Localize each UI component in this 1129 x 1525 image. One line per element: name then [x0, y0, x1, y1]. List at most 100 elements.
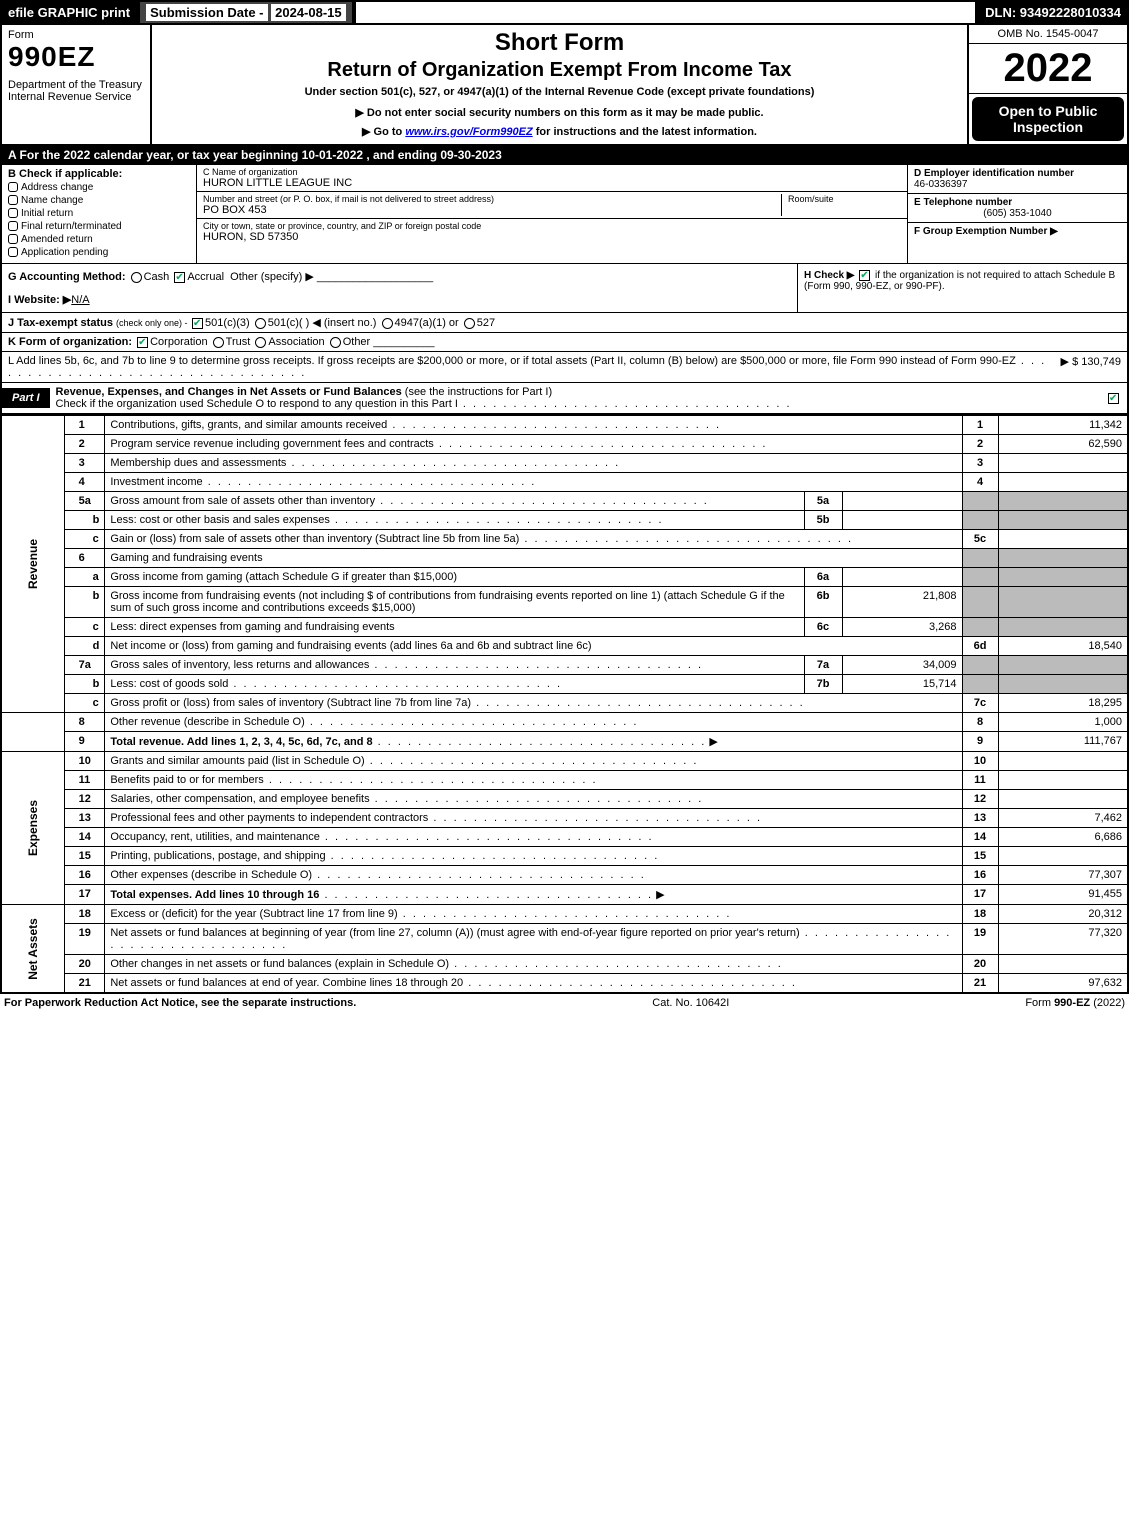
- chk-initial-return[interactable]: Initial return: [8, 208, 190, 219]
- g-label: G Accounting Method:: [8, 271, 126, 283]
- org-city-row: City or town, state or province, country…: [197, 219, 907, 245]
- goto-note: ▶ Go to www.irs.gov/Form990EZ for instru…: [160, 125, 959, 138]
- line21-amt: 97,632: [998, 974, 1128, 994]
- phone-label: E Telephone number: [914, 197, 1121, 208]
- l-amount: ▶ $ 130,749: [1053, 355, 1121, 379]
- part1-checkbox[interactable]: [1100, 389, 1127, 407]
- k-corp-check[interactable]: [137, 337, 148, 348]
- goto-post: for instructions and the latest informat…: [533, 126, 757, 138]
- i-label: I Website: ▶: [8, 294, 71, 306]
- chk-address-change[interactable]: Address change: [8, 182, 190, 193]
- footer: For Paperwork Reduction Act Notice, see …: [0, 994, 1129, 1012]
- top-bar: efile GRAPHIC print Submission Date - 20…: [0, 0, 1129, 25]
- chk-name-change[interactable]: Name change: [8, 195, 190, 206]
- main-title: Return of Organization Exempt From Incom…: [160, 59, 959, 82]
- accrual-check[interactable]: [174, 272, 185, 283]
- expenses-sidetab: Expenses: [1, 752, 64, 905]
- efile-label: efile GRAPHIC print: [0, 0, 138, 25]
- col-c-org-info: C Name of organization HURON LITTLE LEAG…: [197, 165, 907, 263]
- k-trust-radio[interactable]: [213, 337, 224, 348]
- netassets-sidetab: Net Assets: [1, 905, 64, 994]
- org-addr: PO BOX 453: [203, 204, 781, 216]
- form-header: Form 990EZ Department of the Treasury In…: [0, 25, 1129, 146]
- line14-amt: 6,686: [998, 828, 1128, 847]
- row-l: L Add lines 5b, 6c, and 7b to line 9 to …: [0, 351, 1129, 382]
- org-addr-row: Number and street (or P. O. box, if mail…: [197, 192, 907, 219]
- k-assoc-radio[interactable]: [255, 337, 266, 348]
- footer-mid: Cat. No. 10642I: [652, 997, 729, 1009]
- header-left: Form 990EZ Department of the Treasury In…: [2, 25, 152, 144]
- irs-link[interactable]: www.irs.gov/Form990EZ: [405, 126, 532, 138]
- row-ghi: G Accounting Method: Cash Accrual Other …: [0, 263, 1129, 312]
- org-name-row: C Name of organization HURON LITTLE LEAG…: [197, 165, 907, 192]
- h-checkbox[interactable]: [859, 270, 870, 281]
- org-city-label: City or town, state or province, country…: [203, 221, 901, 231]
- part1-table: Revenue 1 Contributions, gifts, grants, …: [0, 415, 1129, 994]
- h-schedule-b: H Check ▶ if the organization is not req…: [797, 264, 1127, 312]
- line8-amt: 1,000: [998, 713, 1128, 732]
- j-501c3-check[interactable]: [192, 318, 203, 329]
- row-a-tax-year: A For the 2022 calendar year, or tax yea…: [0, 146, 1129, 165]
- j-label: J Tax-exempt status: [8, 317, 116, 329]
- submission-date: Submission Date - 2024-08-15: [138, 0, 354, 25]
- j-527-radio[interactable]: [464, 318, 475, 329]
- part1-check-text: Check if the organization used Schedule …: [56, 398, 458, 410]
- revenue-sidetab: Revenue: [1, 416, 64, 713]
- line16-amt: 77,307: [998, 866, 1128, 885]
- chk-application-pending[interactable]: Application pending: [8, 247, 190, 258]
- chk-final-return[interactable]: Final return/terminated: [8, 221, 190, 232]
- org-name: HURON LITTLE LEAGUE INC: [203, 177, 901, 189]
- line19-amt: 77,320: [998, 924, 1128, 955]
- j-4947-radio[interactable]: [382, 318, 393, 329]
- line7c-amt: 18,295: [998, 694, 1128, 713]
- k-other-radio[interactable]: [330, 337, 341, 348]
- line13-amt: 7,462: [998, 809, 1128, 828]
- short-form-title: Short Form: [160, 29, 959, 57]
- open-to-public: Open to Public Inspection: [972, 97, 1124, 141]
- h-label: H Check ▶: [804, 270, 854, 281]
- section-bcdef: B Check if applicable: Address change Na…: [0, 165, 1129, 263]
- col-b-checkboxes: B Check if applicable: Address change Na…: [2, 165, 197, 263]
- org-addr-label: Number and street (or P. O. box, if mail…: [203, 194, 781, 204]
- line7a-inamt: 34,009: [842, 656, 962, 675]
- line9-amt: 111,767: [998, 732, 1128, 752]
- footer-right: Form 990-EZ (2022): [1025, 997, 1125, 1009]
- part1-title: Revenue, Expenses, and Changes in Net As…: [50, 383, 1100, 413]
- group-exemption-box: F Group Exemption Number ▶: [908, 223, 1127, 240]
- line6b-inamt: 21,808: [842, 587, 962, 618]
- k-label: K Form of organization:: [8, 336, 132, 348]
- department: Department of the Treasury Internal Reve…: [8, 79, 144, 103]
- ein-value: 46-0336397: [914, 179, 1121, 190]
- line17-amt: 91,455: [998, 885, 1128, 905]
- footer-left: For Paperwork Reduction Act Notice, see …: [4, 997, 356, 1009]
- room-suite-label: Room/suite: [781, 194, 901, 216]
- form-number: 990EZ: [8, 41, 144, 73]
- tax-year: 2022: [969, 44, 1127, 94]
- open-to-public-2: Inspection: [976, 119, 1120, 135]
- part1-tab: Part I: [2, 388, 50, 408]
- j-501c-radio[interactable]: [255, 318, 266, 329]
- col-def: D Employer identification number 46-0336…: [907, 165, 1127, 263]
- org-city: HURON, SD 57350: [203, 231, 901, 243]
- g-accounting: G Accounting Method: Cash Accrual Other …: [8, 270, 791, 283]
- line18-amt: 20,312: [998, 905, 1128, 924]
- goto-pre: ▶ Go to: [362, 126, 405, 138]
- omb-number: OMB No. 1545-0047: [969, 25, 1127, 44]
- part1-header: Part I Revenue, Expenses, and Changes in…: [0, 382, 1129, 415]
- b-title: B Check if applicable:: [8, 168, 190, 180]
- line1-amt: 11,342: [998, 416, 1128, 435]
- submission-date-value: 2024-08-15: [271, 4, 346, 21]
- chk-amended-return[interactable]: Amended return: [8, 234, 190, 245]
- form-word: Form: [8, 29, 144, 41]
- line2-amt: 62,590: [998, 435, 1128, 454]
- top-spacer: [354, 0, 977, 25]
- under-section: Under section 501(c), 527, or 4947(a)(1)…: [160, 86, 959, 98]
- ein-box: D Employer identification number 46-0336…: [908, 165, 1127, 194]
- phone-box: E Telephone number (605) 353-1040: [908, 194, 1127, 223]
- header-right: OMB No. 1545-0047 2022 Open to Public In…: [967, 25, 1127, 144]
- line6c-inamt: 3,268: [842, 618, 962, 637]
- cash-radio[interactable]: [131, 272, 142, 283]
- line7b-inamt: 15,714: [842, 675, 962, 694]
- dln: DLN: 93492228010334: [977, 0, 1129, 25]
- ein-label: D Employer identification number: [914, 168, 1121, 179]
